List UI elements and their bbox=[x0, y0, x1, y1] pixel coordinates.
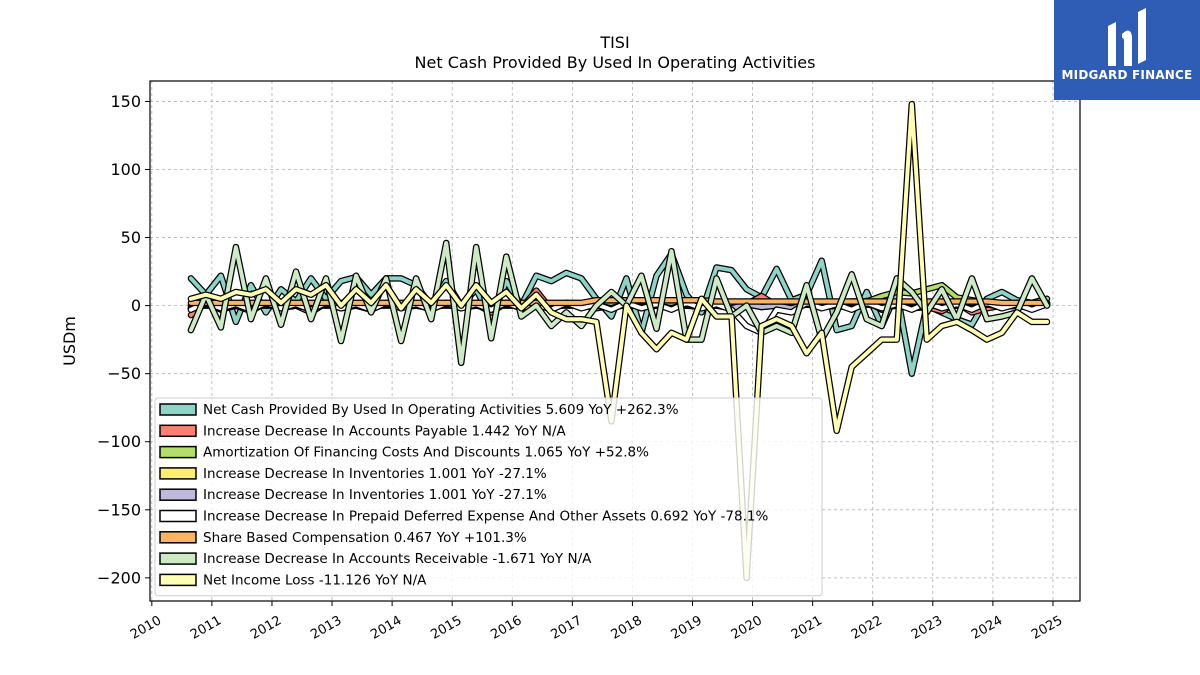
legend-swatch bbox=[159, 531, 197, 544]
x-tick-label: 2012 bbox=[248, 613, 284, 643]
x-tick-label: 2020 bbox=[729, 613, 765, 643]
x-tick-label: 2021 bbox=[789, 613, 825, 643]
legend-swatch bbox=[159, 445, 197, 459]
legend-entry: Net Income Loss -11.126 YoY N/A bbox=[203, 572, 427, 588]
legend-swatch bbox=[159, 573, 197, 587]
legend-swatch bbox=[159, 424, 197, 438]
plot-frame bbox=[149, 80, 1081, 602]
x-tick-label: 2018 bbox=[609, 613, 645, 643]
x-tick-label: 2016 bbox=[488, 613, 524, 643]
logo-mark-icon bbox=[1108, 8, 1146, 67]
series-line bbox=[187, 239, 1051, 367]
x-tick-label: 2023 bbox=[909, 613, 945, 643]
x-tick-label: 2017 bbox=[549, 613, 585, 643]
x-tick-label: 2014 bbox=[368, 613, 404, 643]
x-tick-label: 2011 bbox=[188, 613, 224, 643]
legend-swatch bbox=[159, 467, 197, 480]
logo-text: MIDGARD FINANCE bbox=[1061, 68, 1193, 82]
legend-swatch bbox=[159, 403, 197, 416]
legend-box bbox=[154, 397, 823, 597]
y-axis-label: USDm bbox=[60, 316, 79, 366]
x-tick-label: 2019 bbox=[669, 613, 705, 643]
y-tick-label: 100 bbox=[110, 160, 141, 179]
x-tick-label: 2013 bbox=[308, 613, 344, 643]
legend: Net Cash Provided By Used In Operating A… bbox=[154, 397, 823, 597]
x-tick-label: 2022 bbox=[849, 613, 885, 643]
x-tick-label: 2010 bbox=[128, 613, 164, 643]
y-tick-label: 50 bbox=[121, 228, 141, 247]
legend-entry: Increase Decrease In Inventories 1.001 Y… bbox=[203, 466, 547, 482]
y-tick-label: −150 bbox=[97, 500, 141, 519]
legend-entry: Amortization Of Financing Costs And Disc… bbox=[203, 445, 649, 461]
y-tick-label: −50 bbox=[107, 364, 141, 383]
legend-entry: Share Based Compensation 0.467 YoY +101.… bbox=[203, 530, 527, 546]
legend-entry: Increase Decrease In Inventories 1.001 Y… bbox=[203, 487, 547, 503]
legend-swatch bbox=[159, 552, 197, 565]
series-line-stroke bbox=[188, 241, 1049, 365]
chart-title: TISI bbox=[599, 33, 629, 52]
series-line-stroke bbox=[188, 102, 1049, 580]
y-tick-label: 150 bbox=[110, 92, 141, 111]
x-tick-label: 2015 bbox=[428, 613, 464, 643]
y-tick-label: −100 bbox=[97, 432, 141, 451]
series-lines bbox=[187, 100, 1051, 582]
y-tick-label: −200 bbox=[97, 568, 141, 587]
legend-entry: Increase Decrease In Accounts Payable 1.… bbox=[203, 423, 566, 439]
legend-swatch bbox=[159, 488, 197, 501]
chart-subtitle: Net Cash Provided By Used In Operating A… bbox=[415, 53, 816, 72]
legend-entry: Increase Decrease In Prepaid Deferred Ex… bbox=[203, 509, 768, 525]
x-axis: 2010 2011 2012 2013 2014 2015 2016 2017 2018 2019… bbox=[128, 601, 1065, 643]
legend-swatch bbox=[159, 509, 197, 523]
brand-logo: MIDGARD FINANCE bbox=[1054, 0, 1200, 100]
y-axis: 150 100 50 0 −50 −100 −150 −200 bbox=[97, 92, 150, 587]
legend-entry: Net Cash Provided By Used In Operating A… bbox=[203, 402, 679, 418]
legend-entry: Increase Decrease In Accounts Receivable… bbox=[203, 551, 592, 567]
series-line bbox=[187, 100, 1051, 582]
x-tick-label: 2024 bbox=[969, 613, 1005, 643]
y-tick-label: 0 bbox=[131, 296, 141, 315]
x-tick-label: 2025 bbox=[1029, 613, 1065, 643]
